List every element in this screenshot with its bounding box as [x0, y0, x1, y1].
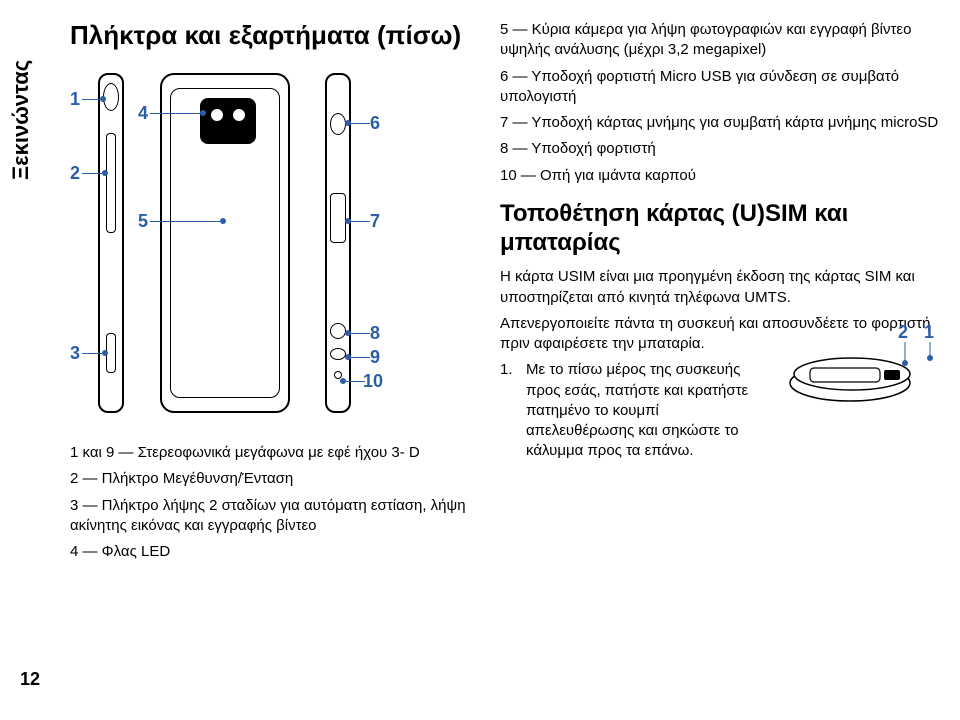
item-8: 8 — Υποδοχή φορτιστή	[500, 139, 940, 159]
callout-9: 9	[370, 347, 380, 368]
legend-2: 2 — Πλήκτρο Μεγέθυνση/Ένταση	[70, 469, 470, 489]
callout-1: 1	[70, 89, 80, 110]
left-column: Πλήκτρα και εξαρτήματα (πίσω) 1 2 3 4	[70, 20, 470, 568]
section-label: Ξεκινώντας	[8, 60, 34, 180]
para-usim: Η κάρτα USIM είναι μια προηγμένη έκδοση …	[500, 267, 940, 308]
callout-8: 8	[370, 323, 380, 344]
callout-7: 7	[370, 211, 380, 232]
callout-2: 2	[70, 163, 80, 184]
callout-5: 5	[138, 211, 148, 232]
callout-10: 10	[363, 371, 383, 392]
left-title: Πλήκτρα και εξαρτήματα (πίσω)	[70, 20, 470, 51]
right-column: 5 — Κύρια κάμερα για λήψη φωτογραφιών κα…	[500, 20, 940, 468]
callout-4: 4	[138, 103, 148, 124]
item-6: 6 — Υποδοχή φορτιστή Micro USB για σύνδε…	[500, 67, 940, 108]
heading-sim: Τοποθέτηση κάρτας (U)SIM και μπαταρίας	[500, 200, 940, 258]
step1-number: 1.	[500, 360, 518, 461]
rear-diagram: 1 2 3 4 5 6 7 8 9 10	[70, 63, 450, 433]
callout-3: 3	[70, 343, 80, 364]
item-7: 7 — Υποδοχή κάρτας μνήμης για συμβατή κά…	[500, 113, 940, 133]
small-callout-2: 2	[898, 322, 908, 343]
small-callout-1: 1	[924, 322, 934, 343]
page-number: 12	[20, 669, 40, 690]
item-5: 5 — Κύρια κάμερα για λήψη φωτογραφιών κα…	[500, 20, 940, 61]
legend-3: 3 — Πλήκτρο λήψης 2 σταδίων για αυτόματη…	[70, 496, 470, 537]
callout-6: 6	[370, 113, 380, 134]
item-10: 10 — Οπή για ιμάντα καρπού	[500, 166, 940, 186]
legend-1: 1 και 9 — Στερεοφωνικά μεγάφωνα με εφέ ή…	[70, 443, 470, 463]
step1-text: Με το πίσω μέρος της συσκευής προς εσάς,…	[526, 360, 770, 461]
legend-4: 4 — Φλας LED	[70, 542, 470, 562]
small-device-diagram: 2 1	[780, 328, 940, 408]
